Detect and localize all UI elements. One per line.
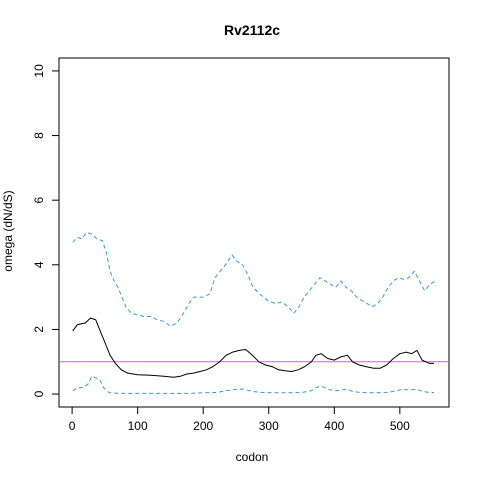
omega-mean-line — [72, 317, 434, 378]
series-group — [59, 231, 449, 394]
x-tick-label: 400 — [324, 419, 344, 433]
x-tick-label: 200 — [193, 419, 213, 433]
chart-title: Rv2112c — [224, 22, 280, 38]
lower-bound-line — [72, 375, 434, 394]
plot-frame — [58, 57, 450, 408]
y-tick-label: 0 — [32, 390, 46, 397]
x-tick-label: 500 — [390, 419, 410, 433]
y-axis-label: omega (dN/dS) — [1, 190, 15, 271]
y-tick-label: 4 — [32, 261, 46, 268]
upper-bound-line — [72, 231, 436, 327]
y-tick-label: 2 — [32, 326, 46, 333]
x-tick-label: 100 — [128, 419, 148, 433]
axes: 0 100 200 300 400 500 0 2 4 6 8 10 — [32, 64, 410, 433]
y-tick-label: 8 — [32, 132, 46, 139]
y-tick-label: 10 — [32, 64, 46, 78]
x-tick-label: 0 — [69, 419, 76, 433]
y-tick-label: 6 — [32, 197, 46, 204]
x-axis-label: codon — [236, 450, 269, 464]
x-tick-label: 300 — [259, 419, 279, 433]
